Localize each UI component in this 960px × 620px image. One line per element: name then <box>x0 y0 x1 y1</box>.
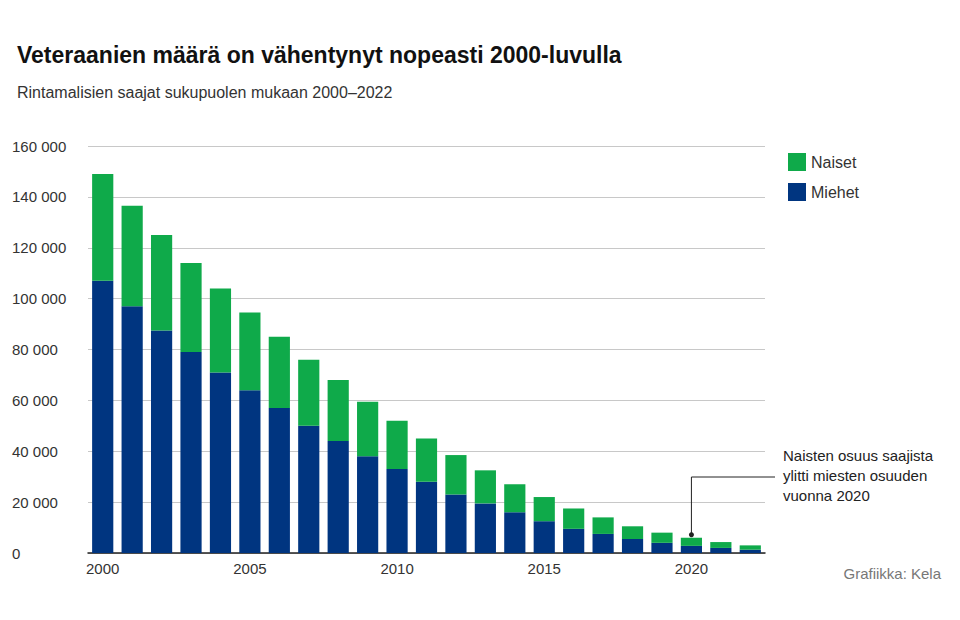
svg-text:0: 0 <box>12 545 20 562</box>
svg-text:Miehet: Miehet <box>811 184 860 201</box>
svg-text:80 000: 80 000 <box>12 341 58 358</box>
svg-text:2005: 2005 <box>233 560 266 577</box>
svg-text:2020: 2020 <box>675 560 708 577</box>
svg-text:2000: 2000 <box>86 560 119 577</box>
svg-text:Naisten osuus saajista: Naisten osuus saajista <box>783 447 934 464</box>
svg-text:Grafiikka: Kela: Grafiikka: Kela <box>843 565 941 582</box>
svg-text:60 000: 60 000 <box>12 392 58 409</box>
svg-text:140 000: 140 000 <box>12 188 66 205</box>
svg-text:Rintamalisien saajat sukupuole: Rintamalisien saajat sukupuolen mukaan 2… <box>17 84 392 101</box>
svg-text:ylitti miesten osuuden: ylitti miesten osuuden <box>783 467 927 484</box>
svg-text:100 000: 100 000 <box>12 290 66 307</box>
svg-text:2015: 2015 <box>528 560 561 577</box>
svg-text:20 000: 20 000 <box>12 494 58 511</box>
svg-text:40 000: 40 000 <box>12 443 58 460</box>
svg-text:Naiset: Naiset <box>811 154 857 171</box>
svg-text:vuonna 2020: vuonna 2020 <box>783 487 870 504</box>
svg-text:160 000: 160 000 <box>12 138 66 155</box>
svg-text:2010: 2010 <box>380 560 413 577</box>
svg-text:Veteraanien määrä on vähentyny: Veteraanien määrä on vähentynyt nopeasti… <box>17 42 622 68</box>
svg-text:120 000: 120 000 <box>12 239 66 256</box>
